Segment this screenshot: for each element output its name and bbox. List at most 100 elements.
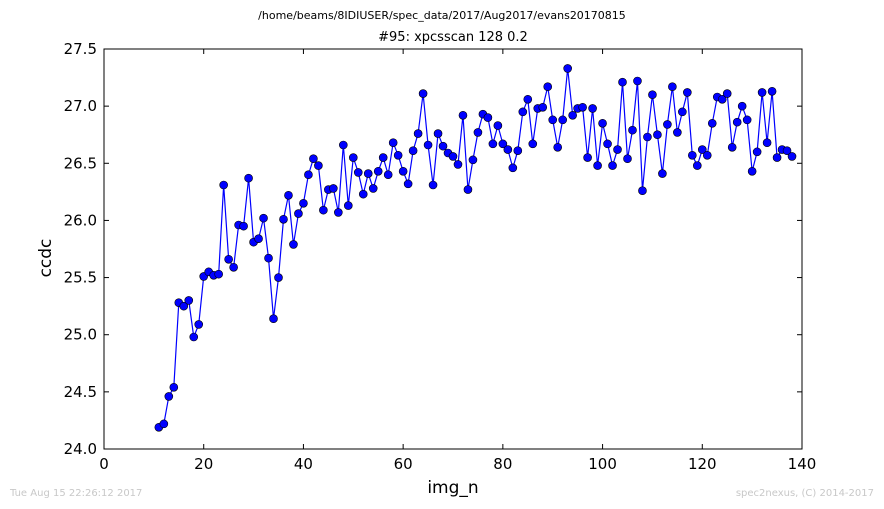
data-point xyxy=(523,94,533,104)
tick-layer: 0 20 40 60 80 100 120 140 24.0 24.5 25.0 25.5 26.0 26… xyxy=(64,40,817,473)
data-point xyxy=(184,296,194,305)
y-tick-label: 25.0 xyxy=(64,326,97,344)
data-point xyxy=(353,168,363,177)
data-point xyxy=(513,146,523,156)
data-point xyxy=(558,115,567,125)
scan-title: #95: xpcsscan 128 0.2 xyxy=(378,30,528,45)
data-point xyxy=(528,139,538,149)
data-point xyxy=(428,180,438,190)
data-point xyxy=(688,150,697,160)
data-point xyxy=(722,89,732,98)
data-point xyxy=(603,139,612,149)
data-point xyxy=(697,145,707,154)
data-point xyxy=(643,132,652,142)
y-tick-label: 26.5 xyxy=(64,154,97,172)
data-point xyxy=(692,161,702,170)
data-point xyxy=(588,104,597,113)
x-tick-label: 60 xyxy=(394,455,413,473)
x-tick-label: 100 xyxy=(588,455,617,473)
data-point xyxy=(259,213,268,223)
data-point xyxy=(548,115,558,125)
data-point xyxy=(358,189,368,199)
data-point xyxy=(563,64,572,73)
data-point xyxy=(772,153,782,162)
data-point xyxy=(683,88,692,97)
data-point xyxy=(782,146,792,156)
data-point xyxy=(613,145,622,154)
data-point xyxy=(448,152,458,161)
axes-frame xyxy=(103,48,803,450)
data-point xyxy=(732,117,742,127)
data-point xyxy=(543,82,553,92)
data-point xyxy=(408,146,418,156)
data-point xyxy=(538,102,548,112)
data-point xyxy=(348,153,358,162)
data-point xyxy=(498,139,508,149)
data-point xyxy=(638,186,647,196)
data-point xyxy=(787,152,797,161)
data-point xyxy=(628,125,637,135)
data-point xyxy=(568,110,577,120)
data-point xyxy=(757,88,767,97)
data-point xyxy=(373,166,383,176)
data-point xyxy=(423,140,433,150)
footer-timestamp: Tue Aug 15 22:26:12 2017 xyxy=(10,488,143,499)
data-point xyxy=(623,154,632,164)
data-point xyxy=(229,262,238,272)
data-point xyxy=(299,198,308,208)
data-point xyxy=(658,169,667,178)
data-point xyxy=(214,269,223,279)
data-point xyxy=(398,166,408,176)
data-point xyxy=(329,184,338,193)
y-tick-label: 24.5 xyxy=(64,383,97,401)
data-point xyxy=(219,180,228,190)
y-axis-label: ccdc xyxy=(36,238,56,278)
data-point xyxy=(334,208,343,217)
data-point xyxy=(309,154,318,164)
data-point xyxy=(483,113,493,122)
x-tick-label: 20 xyxy=(194,455,213,473)
data-point xyxy=(717,94,727,104)
data-point xyxy=(653,130,662,140)
data-point xyxy=(702,150,712,160)
data-point xyxy=(244,173,253,183)
data-point xyxy=(668,82,677,92)
data-point xyxy=(159,419,169,429)
data-point xyxy=(767,86,777,96)
x-tick-label: 140 xyxy=(788,455,817,473)
data-point xyxy=(678,107,687,117)
series-line xyxy=(158,68,793,428)
data-point xyxy=(339,140,348,150)
data-point xyxy=(368,184,378,193)
y-tick-label: 24.0 xyxy=(64,440,97,458)
data-point xyxy=(343,201,353,210)
data-point xyxy=(473,128,483,137)
data-point xyxy=(388,138,398,148)
data-point xyxy=(413,129,423,138)
series-layer xyxy=(154,64,797,432)
data-point xyxy=(403,179,413,189)
data-point xyxy=(618,77,627,87)
data-point xyxy=(438,141,448,151)
data-point xyxy=(269,314,278,324)
data-point xyxy=(593,161,602,170)
data-point xyxy=(433,129,443,138)
x-tick-label: 120 xyxy=(688,455,717,473)
data-point xyxy=(319,205,328,215)
data-point xyxy=(598,118,607,128)
data-point xyxy=(393,150,403,160)
data-point xyxy=(468,155,478,165)
data-point xyxy=(383,170,393,180)
footer-credit: spec2nexus, (C) 2014-2017 xyxy=(735,488,874,499)
data-point xyxy=(378,153,388,162)
data-point xyxy=(224,254,233,264)
data-point xyxy=(284,190,293,200)
y-tick-label: 26.0 xyxy=(64,211,97,229)
data-point xyxy=(264,253,273,263)
data-point xyxy=(279,214,288,224)
data-point xyxy=(458,110,468,120)
data-point xyxy=(737,101,747,111)
data-point xyxy=(752,147,762,157)
data-point xyxy=(289,240,298,249)
